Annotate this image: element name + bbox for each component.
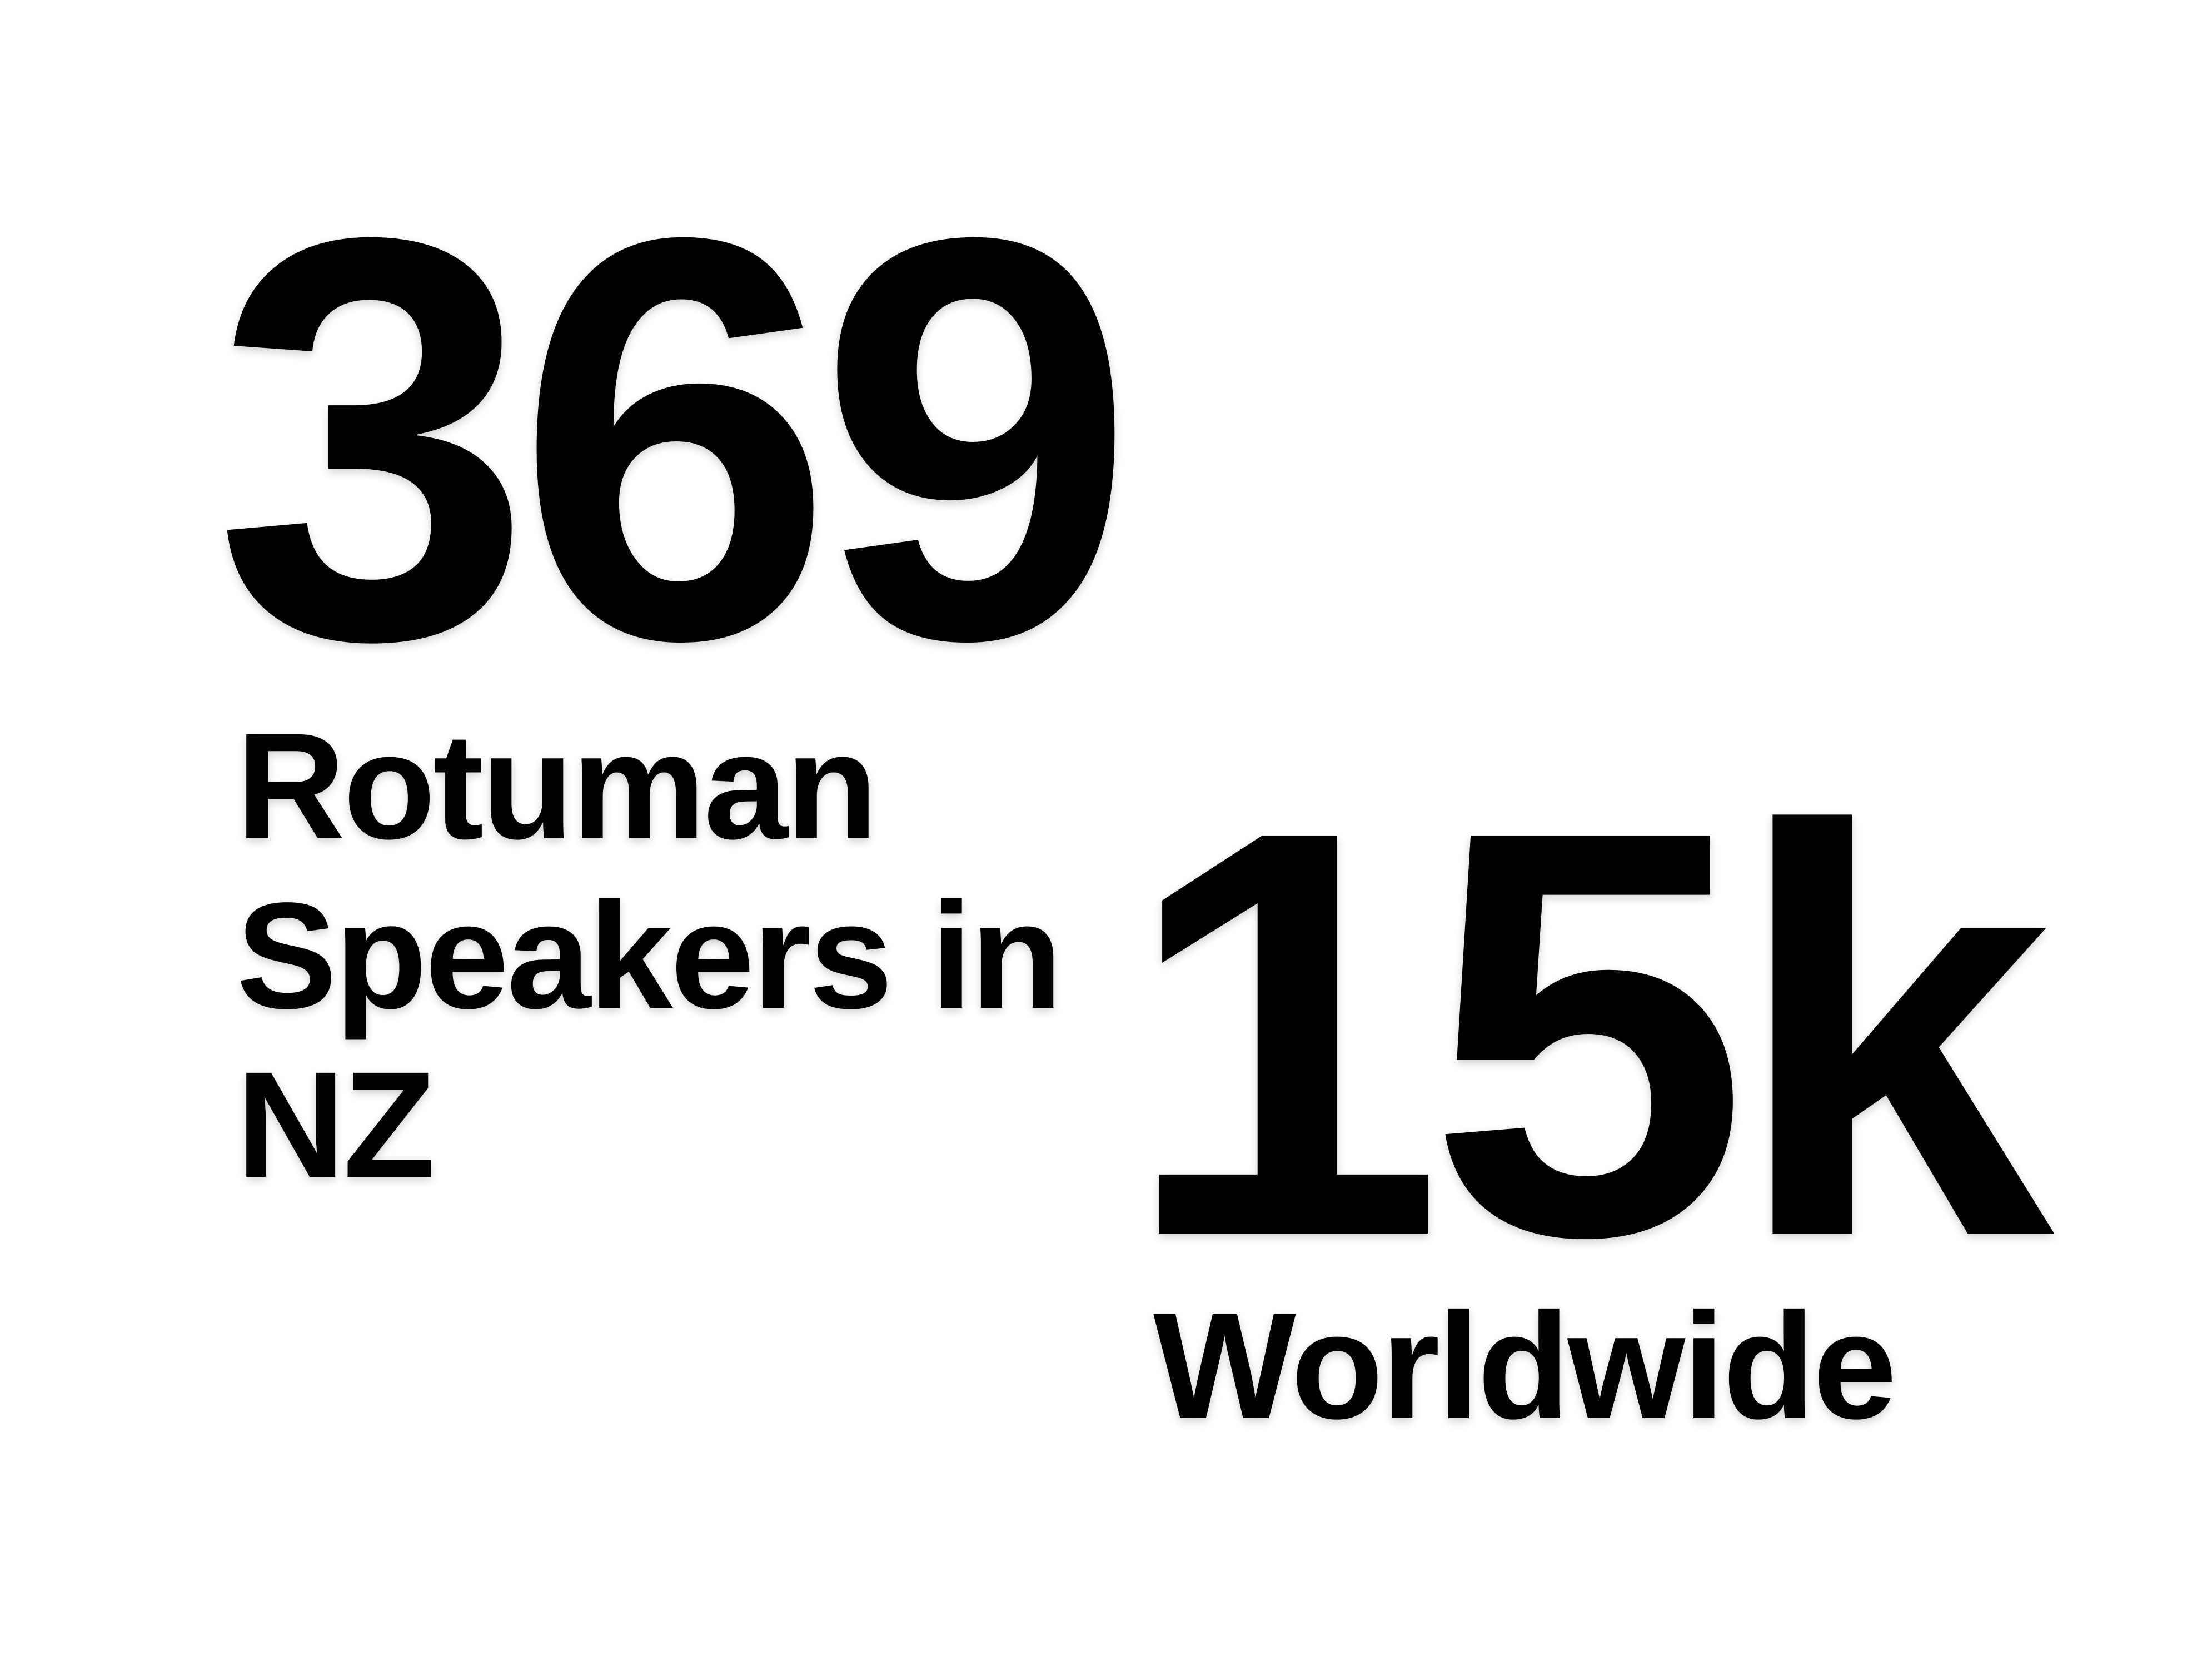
nz-label-line: NZ [236, 1040, 436, 1210]
worldwide-speaker-count: 15k [1123, 711, 2054, 1356]
nz-label-line: Speakers in [236, 871, 1063, 1040]
worldwide-speaker-label: Worldwide [1153, 1281, 1897, 1450]
nz-speaker-count: 369 [214, 120, 1136, 759]
nz-speaker-label: Rotuman Speakers in NZ [236, 702, 1063, 1210]
nz-label-line: Rotuman [236, 702, 878, 871]
